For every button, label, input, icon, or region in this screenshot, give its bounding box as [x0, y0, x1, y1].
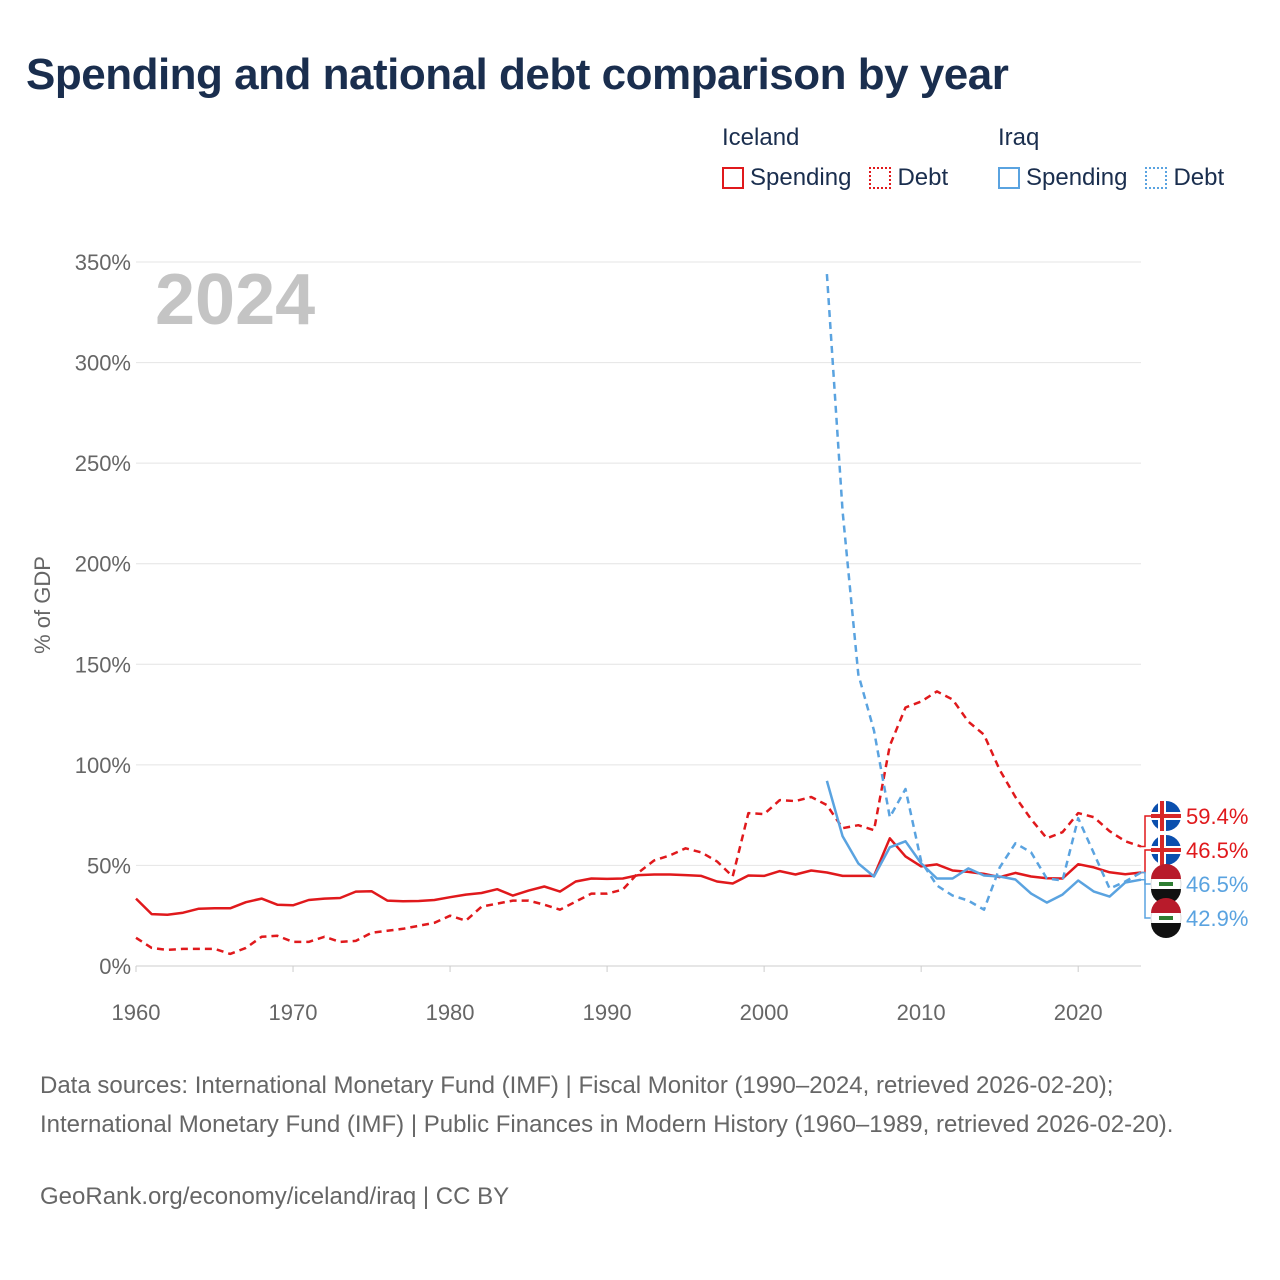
end-value-label: 46.5%	[1186, 838, 1248, 863]
axes: 0% 50% 100% 150% 200% 250% 300% 350% 1960 1970 198…	[75, 250, 1103, 1025]
end-label-connector	[1141, 871, 1151, 885]
x-tick-label: 1970	[269, 1000, 318, 1025]
flag-stripe	[1151, 923, 1181, 938]
y-tick-label: 250%	[75, 451, 131, 476]
y-tick-label: 50%	[87, 853, 131, 878]
x-tick-label: 1990	[583, 1000, 632, 1025]
end-value-label: 42.9%	[1186, 906, 1248, 931]
series-line-iceland-spending	[135, 837, 1142, 916]
line-chart: 0% 50% 100% 150% 200% 250% 300% 350% 1960 1970 198…	[30, 250, 1248, 1025]
flag-stripe	[1151, 898, 1181, 913]
legend-group-name: Iraq	[998, 124, 1040, 151]
legend-label: Debt	[1173, 164, 1225, 191]
end-value-label: 59.4%	[1186, 804, 1248, 829]
legend-label: Spending	[1026, 164, 1128, 191]
legend-swatch	[869, 167, 892, 189]
flag-cross	[1151, 814, 1181, 818]
y-tick-label: 300%	[75, 351, 131, 376]
x-tick-label: 1980	[426, 1000, 475, 1025]
x-tick-label: 1960	[112, 1000, 161, 1025]
y-tick-label: 350%	[75, 250, 131, 275]
end-label-connector	[1141, 849, 1151, 874]
end-labels: 59.4% 46.5% 46.5% 42.9%	[1141, 801, 1248, 938]
end-label-connector	[1141, 815, 1151, 848]
credit-link[interactable]: GeoRank.org/economy/iceland/iraq | CC BY	[40, 1183, 510, 1210]
y-tick-label: 100%	[75, 753, 131, 778]
chart-title: Spending and national debt comparison by…	[26, 50, 1009, 99]
x-tick-label: 2000	[740, 1000, 789, 1025]
y-tick-label: 0%	[99, 954, 131, 979]
legend-item-iceland-spending[interactable]: Spending	[722, 164, 851, 192]
series-line-iraq-debt	[825, 274, 1142, 911]
legend-label: Spending	[750, 164, 852, 191]
legend-item-iceland-debt[interactable]: Debt	[869, 164, 948, 192]
flag-cross	[1151, 848, 1181, 852]
end-value-label: 46.5%	[1186, 872, 1248, 897]
flag-stripe	[1151, 864, 1181, 879]
series-line-iraq-spending	[825, 780, 1142, 904]
end-label-connector	[1141, 878, 1151, 919]
y-tick-label: 150%	[75, 652, 131, 677]
legend-item-iraq-spending[interactable]: Spending	[998, 164, 1127, 192]
legend-swatch	[998, 167, 1020, 189]
x-tick-label: 2010	[897, 1000, 946, 1025]
legend-swatch	[1145, 167, 1168, 189]
legend-group-name: Iceland	[722, 124, 800, 151]
flag-emblem	[1159, 882, 1173, 886]
legend-item-iraq-debt[interactable]: Debt	[1145, 164, 1224, 192]
grid	[136, 261, 1141, 967]
year-label: 2024	[155, 260, 315, 340]
y-tick-label: 200%	[75, 552, 131, 577]
y-axis-label: % of GDP	[30, 556, 55, 654]
legend-swatch	[722, 167, 744, 189]
series-line-iceland-debt	[135, 690, 1142, 956]
x-tick-label: 2020	[1054, 1000, 1103, 1025]
data-sources: Data sources: International Monetary Fun…	[40, 1072, 1174, 1138]
legend-group-iceland: Iceland Spending Debt	[722, 124, 966, 192]
legend-label: Debt	[897, 164, 949, 191]
flag-emblem	[1159, 916, 1173, 920]
series-lines	[135, 274, 1142, 956]
legend-group-iraq: Iraq Spending Debt	[998, 124, 1224, 192]
